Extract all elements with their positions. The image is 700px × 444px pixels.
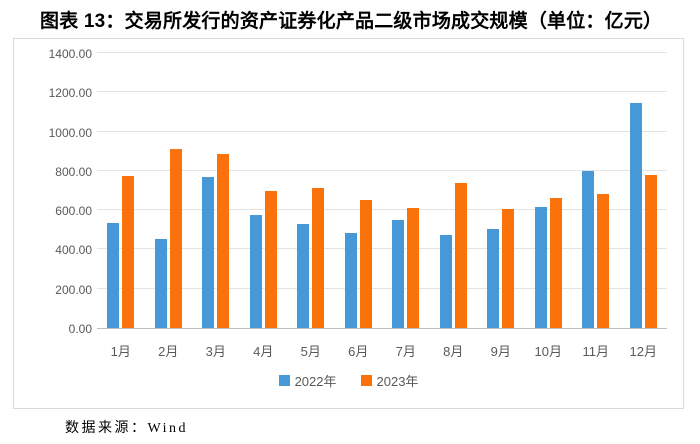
x-tick-label: 4月 bbox=[253, 344, 274, 359]
bar-2023年-4月 bbox=[264, 190, 277, 328]
legend-swatch-2022-icon bbox=[278, 375, 290, 386]
bar-2023年-10月 bbox=[549, 197, 562, 328]
bar-2023年-9月 bbox=[502, 208, 515, 328]
chart-title: 图表 13：交易所发行的资产证券化产品二级市场成交规模（单位：亿元） bbox=[40, 11, 663, 32]
bar-2022年-5月 bbox=[297, 224, 310, 328]
x-tick-label: 3月 bbox=[205, 344, 226, 359]
legend-item-2023: 2023年 bbox=[360, 371, 419, 390]
bar-2023年-8月 bbox=[454, 183, 467, 328]
bar-group-7月 bbox=[382, 54, 430, 328]
bar-group-2月 bbox=[145, 54, 193, 328]
bar-group-3月 bbox=[192, 54, 240, 328]
x-tick-label: 5月 bbox=[300, 344, 321, 359]
bar-group-10月 bbox=[525, 54, 573, 328]
x-tick-label: 9月 bbox=[490, 344, 511, 359]
x-tick-label: 12月 bbox=[629, 344, 657, 359]
bar-2022年-6月 bbox=[344, 233, 357, 328]
bar-2022年-10月 bbox=[534, 206, 547, 328]
legend-label-2023: 2023年 bbox=[376, 374, 419, 389]
source-note: 数据来源：Wind bbox=[65, 421, 189, 436]
y-tick-label: 200.00 bbox=[55, 282, 92, 297]
bar-2023年-3月 bbox=[217, 154, 230, 328]
gridline bbox=[97, 209, 667, 211]
y-tick-label: 600.00 bbox=[55, 204, 92, 219]
bar-group-4月 bbox=[240, 54, 288, 328]
bar-2022年-2月 bbox=[154, 239, 167, 328]
bar-2022年-12月 bbox=[629, 103, 642, 328]
y-tick-label: 800.00 bbox=[55, 164, 92, 179]
y-tick-label: 1200.00 bbox=[48, 86, 92, 101]
bar-2022年-1月 bbox=[107, 222, 120, 328]
plot-area bbox=[97, 52, 668, 329]
x-tick-label: 7月 bbox=[395, 344, 416, 359]
x-tick-label: 8月 bbox=[443, 344, 464, 359]
gridline bbox=[97, 52, 667, 53]
y-axis: 0.00 200.00 400.00 600.00 800.00 1000.00 1200.… bbox=[20, 47, 92, 336]
gridline bbox=[97, 169, 667, 171]
bar-group-11月 bbox=[572, 54, 620, 328]
x-tick-label: 1月 bbox=[110, 344, 131, 359]
bar-group-5月 bbox=[287, 54, 335, 328]
bar-group-1月 bbox=[97, 54, 145, 328]
bar-group-9月 bbox=[477, 54, 525, 328]
bar-group-8月 bbox=[430, 54, 478, 328]
y-tick-label: 0.00 bbox=[68, 322, 92, 336]
bar-2022年-8月 bbox=[439, 234, 452, 328]
legend-swatch-2023-icon bbox=[360, 375, 372, 386]
bar-2023年-11月 bbox=[597, 194, 610, 328]
bar-2023年-7月 bbox=[407, 207, 420, 328]
x-tick-label: 11月 bbox=[582, 344, 610, 359]
legend-label-2022: 2022年 bbox=[294, 374, 337, 389]
bar-group-12月 bbox=[620, 54, 668, 328]
bar-2023年-1月 bbox=[122, 175, 135, 328]
x-axis: 1月 2月 3月 4月 5月 6月 7月 8月 9月 10月 11月 12月 bbox=[97, 341, 667, 359]
bar-2022年-9月 bbox=[487, 229, 500, 328]
x-tick-label: 2月 bbox=[158, 344, 179, 359]
gridline bbox=[97, 130, 667, 132]
x-tick-label: 10月 bbox=[534, 344, 562, 359]
bar-2022年-7月 bbox=[392, 220, 405, 328]
gridline bbox=[97, 248, 667, 250]
y-tick-label: 400.00 bbox=[55, 243, 92, 258]
x-tick-label: 6月 bbox=[348, 344, 369, 359]
y-tick-label: 1400.00 bbox=[48, 47, 92, 61]
bar-group-6月 bbox=[335, 54, 383, 328]
legend: 2022年 2023年 bbox=[14, 371, 683, 390]
chart-panel: 0.00 200.00 400.00 600.00 800.00 1000.00 1200.… bbox=[13, 38, 684, 409]
bar-2023年-2月 bbox=[169, 149, 182, 328]
bar-2022年-11月 bbox=[582, 170, 595, 328]
bar-2023年-5月 bbox=[312, 187, 325, 328]
gridline bbox=[97, 287, 667, 289]
bar-2022年-3月 bbox=[202, 177, 215, 328]
bar-2023年-6月 bbox=[359, 200, 372, 328]
y-tick-label: 1000.00 bbox=[48, 125, 92, 140]
bar-2023年-12月 bbox=[644, 174, 657, 328]
bar-2022年-4月 bbox=[249, 215, 262, 328]
legend-item-2022: 2022年 bbox=[278, 371, 337, 390]
gridline bbox=[97, 91, 667, 93]
